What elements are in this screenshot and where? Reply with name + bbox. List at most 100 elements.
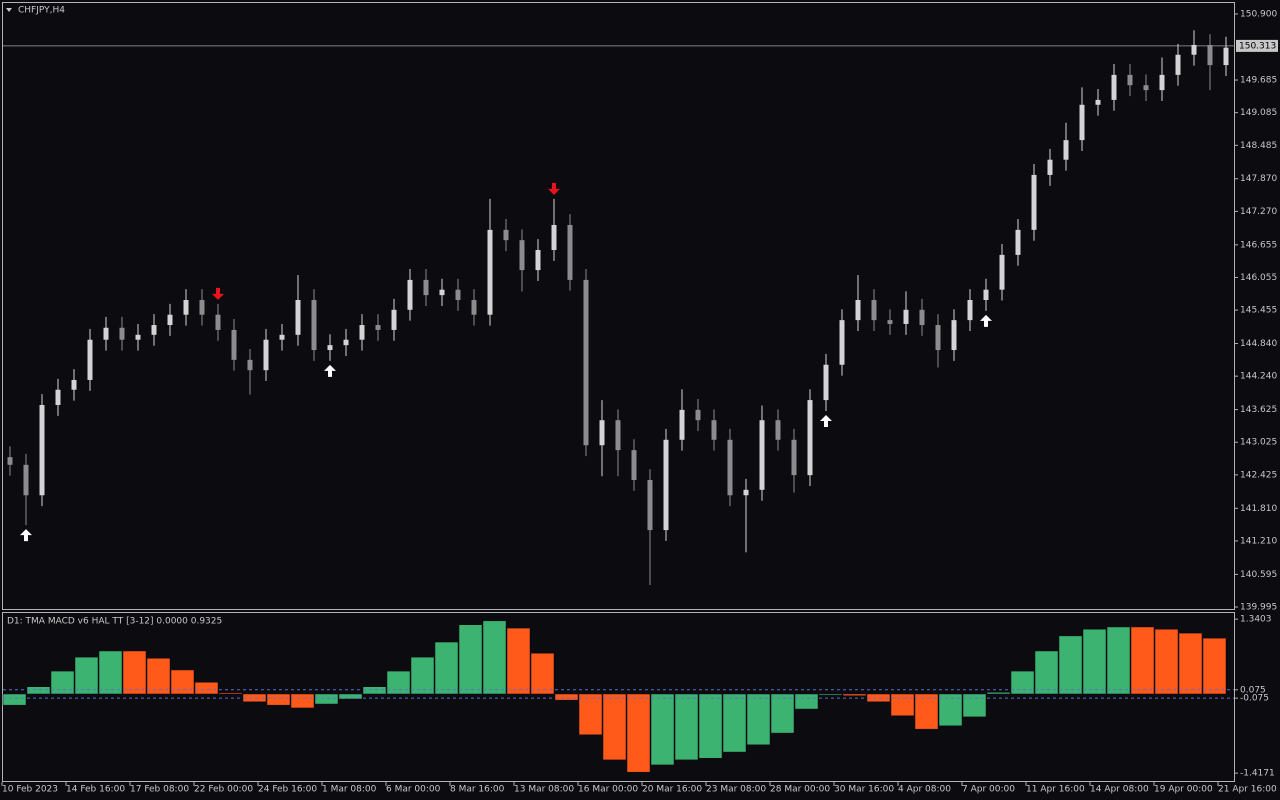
x-tick-label: 11 Apr 16:00	[1026, 785, 1085, 795]
candle-body	[71, 379, 77, 390]
candle-body	[439, 289, 445, 296]
candle-body	[1207, 44, 1213, 66]
histogram-bar	[50, 670, 75, 695]
x-tick-label: 17 Feb 08:00	[130, 785, 189, 795]
x-tick-label: 4 Apr 08:00	[898, 785, 951, 795]
candle-body	[471, 300, 477, 315]
candle-body	[823, 364, 829, 401]
y-tick-label: 148.485	[1240, 141, 1277, 151]
y-tick-label: 141.210	[1240, 536, 1277, 546]
y-tick-label: -0.075	[1240, 694, 1269, 704]
histogram-bar	[122, 650, 147, 695]
candle-body	[855, 300, 861, 321]
x-tick-label: 14 Apr 08:00	[1090, 785, 1149, 795]
histogram-bar	[890, 693, 915, 717]
histogram-bar	[290, 693, 315, 709]
candle-body	[535, 249, 541, 271]
candle-body	[663, 439, 669, 531]
histogram-bar	[1106, 626, 1131, 695]
candle-body	[727, 439, 733, 496]
histogram-bar	[698, 693, 723, 759]
candle-body	[839, 320, 845, 365]
histogram-bar	[1010, 670, 1035, 695]
y-tick-label: 144.240	[1240, 372, 1277, 382]
histogram-bar	[74, 656, 99, 695]
candle-body	[183, 300, 189, 315]
y-tick-label: 139.995	[1240, 603, 1277, 613]
candle-body	[487, 229, 493, 315]
candle-body	[343, 339, 349, 346]
histogram-bar	[26, 686, 51, 695]
y-tick-label: 144.840	[1240, 339, 1277, 349]
candle-body	[759, 420, 765, 490]
x-tick-label: 14 Feb 16:00	[66, 785, 125, 795]
histogram-bar	[1154, 628, 1179, 695]
buy-arrow	[820, 414, 832, 427]
candle-body	[1063, 140, 1069, 160]
candle-body	[1191, 44, 1197, 55]
candle-body	[647, 480, 653, 531]
y-tick-label: -1.4171	[1240, 769, 1275, 779]
menu-triangle[interactable]	[6, 8, 12, 12]
histogram-bar	[1178, 632, 1203, 695]
candle-body	[567, 224, 573, 280]
x-tick-label: 10 Feb 2023	[2, 785, 58, 795]
histogram-bar	[722, 693, 747, 753]
candle-body	[599, 420, 605, 446]
candle-body	[679, 409, 685, 440]
candle-body	[23, 464, 29, 496]
histogram-bar	[626, 693, 651, 773]
x-tick-label: 13 Mar 08:00	[514, 785, 574, 795]
histogram-bar	[266, 693, 291, 706]
y-tick-label: 1.3403	[1240, 615, 1272, 625]
candle-body	[247, 359, 253, 371]
candle-body	[999, 254, 1005, 290]
candle-body	[951, 320, 957, 351]
indicator-panel	[2, 612, 1235, 782]
x-tick-label: 22 Feb 00:00	[194, 785, 253, 795]
y-tick-label: 147.870	[1240, 174, 1277, 184]
candle-body	[279, 334, 285, 340]
histogram-bar	[602, 693, 627, 761]
candle-body	[231, 329, 237, 360]
y-tick-label: 142.425	[1240, 470, 1277, 480]
histogram-bar	[434, 641, 459, 695]
candle-body	[87, 339, 93, 380]
y-tick-label: 140.595	[1240, 570, 1277, 580]
x-tick-label: 24 Feb 16:00	[258, 785, 317, 795]
candle-body	[807, 400, 813, 476]
buy-arrow	[324, 364, 336, 377]
histogram-bar	[458, 624, 483, 695]
histogram-bar	[938, 693, 963, 727]
candle-body	[119, 327, 125, 340]
histogram-bar	[410, 656, 435, 695]
candle-body	[359, 325, 365, 340]
histogram-bar	[962, 693, 987, 718]
candle-body	[199, 300, 205, 315]
current-price-box	[1236, 39, 1278, 52]
histogram-bar	[530, 652, 555, 695]
candle-body	[519, 240, 525, 271]
histogram-bar	[746, 693, 771, 746]
candle-body	[407, 279, 413, 310]
candle-body	[263, 339, 269, 371]
candle-body	[631, 450, 637, 481]
histogram-bar	[386, 670, 411, 695]
candle-body	[967, 300, 973, 321]
y-tick-label: 147.270	[1240, 207, 1277, 217]
buy-arrow	[20, 529, 32, 542]
histogram-bar	[194, 682, 219, 695]
x-tick-label: 23 Mar 08:00	[706, 785, 766, 795]
candle-body	[791, 439, 797, 476]
candle-body	[1031, 174, 1037, 230]
y-tick-label: 146.055	[1240, 273, 1277, 283]
candle-body	[983, 289, 989, 301]
histogram-bar	[1202, 637, 1227, 695]
candle-body	[1047, 159, 1053, 175]
histogram-bar	[1130, 626, 1155, 695]
candle-body	[1079, 104, 1085, 141]
histogram-bar	[650, 693, 675, 766]
candle-body	[743, 489, 749, 496]
histogram-bar	[578, 693, 603, 736]
